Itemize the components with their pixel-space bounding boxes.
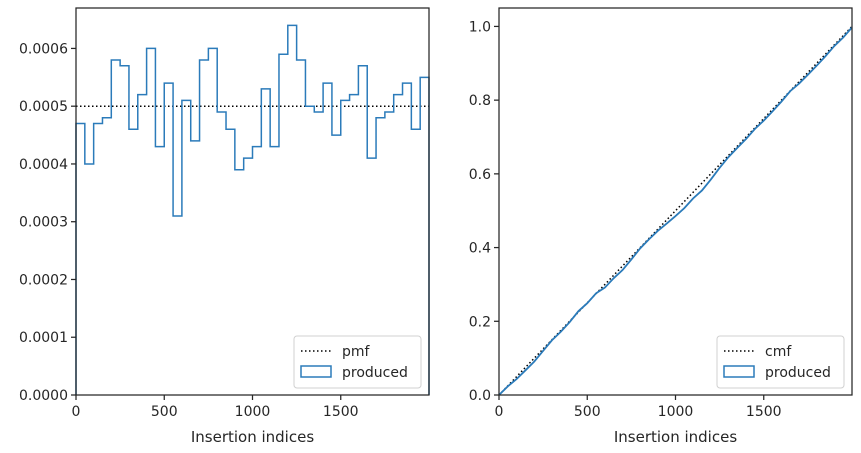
left-x-tick-label: 500 [151, 404, 178, 420]
right-legend-cmf-label: cmf [765, 344, 792, 360]
left-y-tick-label: 0.0000 [19, 388, 68, 404]
left-axes-frame [75, 7, 430, 396]
right-y-tick-label: 0.6 [469, 167, 491, 183]
right-axes-frame [498, 7, 853, 396]
left-plot-area [75, 24, 430, 395]
left-y-tick-label: 0.0004 [19, 157, 68, 173]
left-legend: pmf produced [293, 335, 422, 389]
left-y-ticks: 0.0000 0.0001 0.0002 0.0003 0.0004 0.0005 0.00… [19, 41, 76, 404]
right-produced-line [498, 26, 853, 396]
right-chart-cmf: 0.0 0.2 0.4 0.6 0.8 1.0 0 500 1000 1500 Insertio… [469, 7, 853, 446]
right-y-tick-label: 0.2 [469, 314, 491, 330]
right-legend: cmf produced [716, 335, 845, 389]
left-legend-produced-swatch [300, 365, 332, 378]
right-x-tick-label: 500 [574, 404, 601, 420]
left-y-tick-label: 0.0005 [19, 99, 68, 115]
right-legend-box [716, 335, 845, 389]
left-x-ticks: 0 500 1000 1500 [72, 395, 359, 420]
right-x-axis-label: Insertion indices [614, 428, 737, 446]
left-produced-step-line [75, 24, 430, 395]
left-y-tick-label: 0.0006 [19, 41, 68, 57]
right-y-tick-label: 0.4 [469, 241, 491, 257]
right-x-tick-label: 0 [495, 404, 504, 420]
left-x-tick-label: 1500 [323, 404, 359, 420]
right-legend-produced-label: produced [765, 365, 831, 381]
left-legend-produced-label: produced [342, 365, 408, 381]
right-y-tick-label: 0.8 [469, 93, 491, 109]
left-y-tick-label: 0.0003 [19, 215, 68, 231]
right-plot-area [498, 25, 853, 396]
left-x-tick-label: 1000 [235, 404, 271, 420]
right-y-tick-label: 1.0 [469, 19, 491, 35]
left-x-axis-label: Insertion indices [191, 428, 314, 446]
right-y-tick-label: 0.0 [469, 388, 491, 404]
left-y-tick-label: 0.0002 [19, 272, 68, 288]
left-y-tick-label: 0.0001 [19, 330, 68, 346]
left-chart-pmf-histogram: 0.0000 0.0001 0.0002 0.0003 0.0004 0.0005 0.00… [19, 7, 430, 446]
right-legend-produced-swatch [723, 365, 755, 378]
right-x-ticks: 0 500 1000 1500 [495, 395, 782, 420]
right-y-ticks: 0.0 0.2 0.4 0.6 0.8 1.0 [469, 19, 499, 404]
left-x-tick-label: 0 [72, 404, 81, 420]
left-legend-box [293, 335, 422, 389]
right-x-tick-label: 1500 [746, 404, 782, 420]
left-legend-pmf-label: pmf [342, 344, 371, 360]
right-x-tick-label: 1000 [658, 404, 694, 420]
